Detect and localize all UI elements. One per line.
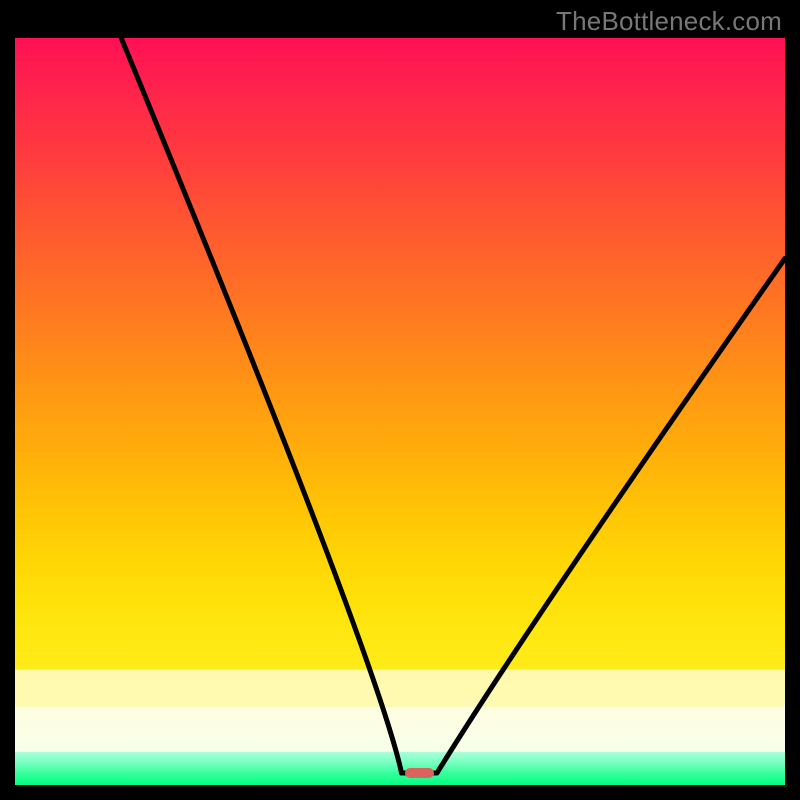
chart-frame: TheBottleneck.com bbox=[0, 0, 800, 800]
watermark-text: TheBottleneck.com bbox=[556, 6, 782, 37]
optimum-marker bbox=[405, 768, 434, 778]
bottleneck-curve bbox=[15, 38, 785, 785]
plot-area bbox=[15, 38, 785, 785]
